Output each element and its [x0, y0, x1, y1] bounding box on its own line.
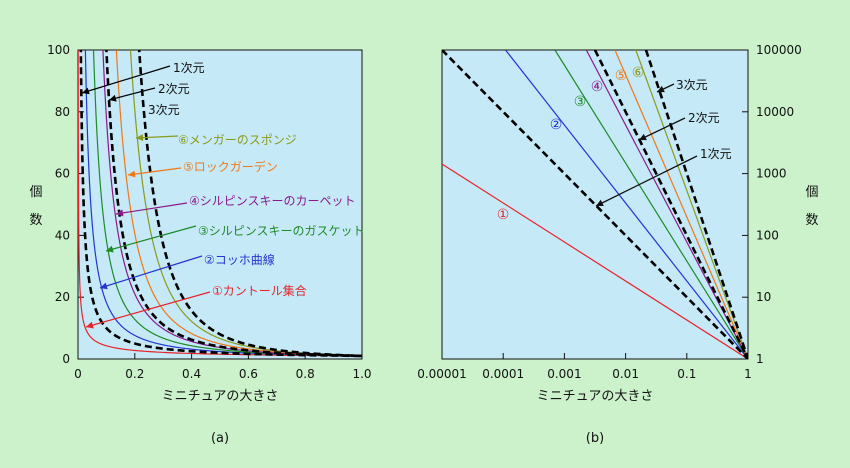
- arrowhead-a: [136, 134, 144, 142]
- series-label-a: 1次元: [173, 61, 205, 75]
- series-line-b: [442, 163, 748, 359]
- arrowhead-a: [116, 209, 124, 217]
- curves-a: [78, 50, 362, 358]
- annotation-arrow-a: [108, 87, 156, 101]
- x-tick-label-b: 0.00001: [417, 367, 467, 381]
- series-label-b: ⑤: [615, 68, 628, 84]
- y-axis-label-a: 数: [29, 213, 42, 228]
- y-tick-label-a: 40: [55, 228, 70, 242]
- series-line-a: [92, 50, 362, 357]
- annotation-arrow-a: [105, 225, 197, 252]
- series-label-a: 3次元: [148, 103, 180, 117]
- series-label-a: 2次元: [158, 82, 190, 96]
- series-line-b: [593, 50, 748, 359]
- x-tick-label-a: 0.8: [296, 367, 315, 381]
- y-tick-label-a: 0: [62, 352, 70, 366]
- series-label-b: ①: [497, 207, 510, 223]
- series-label-b: ⑥: [632, 65, 645, 81]
- arrowhead-a: [128, 170, 136, 178]
- x-tick-label-b: 0.001: [547, 367, 581, 381]
- x-tick-label-a: 1.0: [352, 367, 371, 381]
- arrowhead-b: [657, 85, 665, 93]
- annotation-arrow-a: [81, 65, 171, 94]
- annotation-arrow-a: [85, 291, 211, 328]
- y-tick-label-b: 10: [756, 290, 771, 304]
- series-label-a: ⑤ロックガーデン: [183, 159, 278, 174]
- y-tick-label-a: 100: [47, 43, 70, 57]
- series-label-a: ②コッホ曲線: [204, 252, 275, 267]
- arrowhead-a: [82, 87, 90, 95]
- series-label-b: ③: [574, 94, 587, 110]
- annotation-arrow-a: [127, 167, 182, 176]
- annotation-arrow-a: [115, 202, 188, 215]
- x-tick-label-b: 0.0001: [482, 367, 524, 381]
- chart-panel-b: 0.00001 0.0001 0.001 0.01 0.1 11 10 100 1000 1000…: [417, 43, 818, 446]
- annotation-arrow-b: [638, 117, 686, 141]
- series-line-b: [554, 50, 748, 359]
- y-tick-label-b: 10000: [756, 105, 794, 119]
- series-line-b: [505, 50, 748, 359]
- x-axis-label-a: ミニチュアの大きさ: [162, 389, 279, 404]
- series-label-a: ④シルピンスキーのカーペット: [189, 194, 356, 208]
- series-line-a: [129, 50, 362, 357]
- y-tick-label-b: 1: [756, 352, 764, 366]
- series-line-a: [78, 50, 362, 357]
- annotation-arrow-b: [595, 155, 698, 207]
- y-axis-label-b: 数: [805, 213, 818, 228]
- series-line-b: [614, 50, 748, 359]
- y-axis-label-b: 個: [805, 185, 818, 200]
- series-label-b: ④: [591, 79, 604, 95]
- dimension-label-b: 3次元: [676, 78, 708, 92]
- x-tick-label-a: 0: [74, 367, 82, 381]
- series-line-a: [79, 50, 362, 358]
- series-line-a: [105, 50, 362, 358]
- x-axis-label-b: ミニチュアの大きさ: [537, 389, 654, 404]
- dimension-label-b: 2次元: [688, 111, 720, 125]
- caption-b: (b): [586, 431, 604, 446]
- dimension-label-b: 1次元: [700, 147, 732, 161]
- x-tick-label-b: 0.01: [612, 367, 639, 381]
- x-tick-label-b: 0.1: [677, 367, 696, 381]
- x-tick-label-b: 1: [744, 367, 752, 381]
- y-axis-label-a: 個: [29, 185, 42, 200]
- y-tick-label-a: 80: [55, 105, 70, 119]
- x-tick-label-a: 0.2: [125, 367, 144, 381]
- y-tick-label-b: 100000: [756, 43, 802, 57]
- y-tick-label-a: 60: [55, 167, 70, 181]
- lines-b: [442, 50, 748, 359]
- series-line-a: [137, 50, 362, 358]
- series-label-a: ③シルピンスキーのガスケット: [198, 224, 365, 238]
- x-tick-label-a: 0.4: [182, 367, 201, 381]
- series-line-b: [442, 50, 748, 359]
- chart-panel-a: 0 0.2 0.4 0.6 0.8 1.0 0 20 40 60 80 100 ミニチュアの大きさ 個数 (…: [29, 43, 371, 446]
- y-tick-label-a: 20: [55, 290, 70, 304]
- series-label-a: ⑥メンガーのスポンジ: [178, 133, 297, 147]
- x-tick-label-a: 0.6: [239, 367, 258, 381]
- arrowhead-a: [106, 245, 114, 253]
- annotation-arrow-a: [135, 135, 179, 139]
- arrowhead-b: [596, 199, 604, 207]
- y-tick-label-b: 1000: [756, 167, 787, 181]
- arrowhead-b: [639, 133, 647, 141]
- series-line-b: [635, 50, 748, 359]
- series-label-b: ②: [550, 117, 563, 133]
- arrowhead-a: [100, 282, 108, 290]
- plot-area-a: [77, 49, 363, 360]
- caption-a: (a): [211, 431, 229, 446]
- series-line-a: [102, 50, 362, 357]
- series-label-a: ①カントール集合: [212, 283, 307, 298]
- arrowhead-a: [86, 321, 94, 329]
- arrowhead-a: [109, 94, 117, 102]
- annotation-arrow-a: [99, 255, 203, 289]
- y-tick-label-b: 100: [756, 228, 779, 242]
